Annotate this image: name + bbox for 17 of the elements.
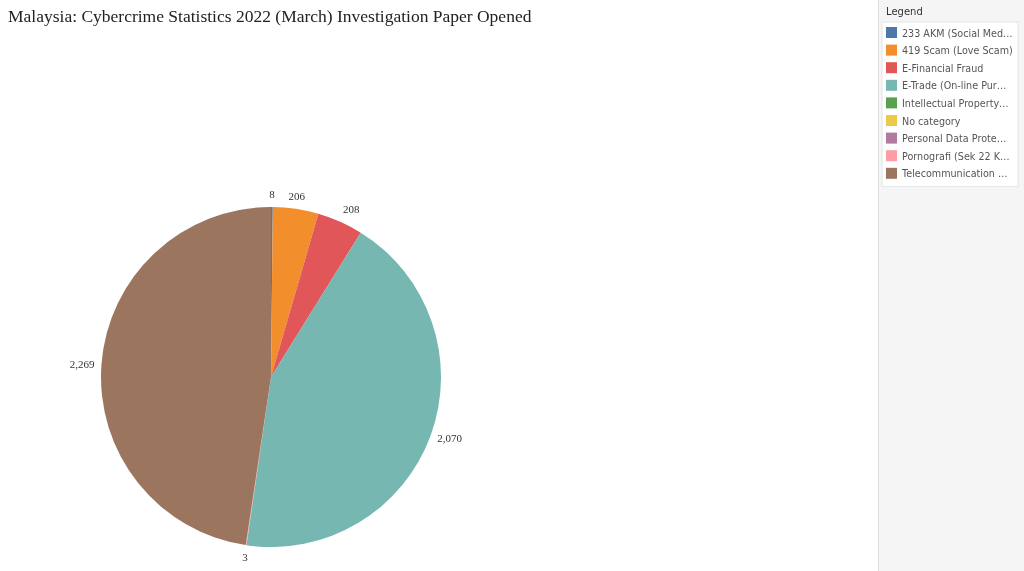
- data-label: 2,070: [437, 431, 463, 444]
- data-label: 8: [269, 187, 276, 200]
- legend-label: 419 Scam (Love Scam): [902, 45, 1013, 57]
- data-label: 208: [343, 203, 361, 216]
- legend-label: Personal Data Prote…: [902, 133, 1007, 145]
- chart-title: Malaysia: Cybercrime Statistics 2022 (March) Investigation Paper Opened: [8, 6, 532, 26]
- legend-label: E-Financial Fraud: [902, 62, 984, 74]
- legend-label: 233 AKM (Social Med…: [902, 27, 1013, 39]
- legend-label: Pornografi (Sek 22 K…: [902, 150, 1010, 162]
- data-label: 206: [288, 189, 306, 202]
- legend-label: E-Trade (On-line Pur…: [902, 80, 1007, 92]
- data-label: 2,269: [69, 357, 95, 370]
- legend-label: Intellectual Property…: [902, 97, 1009, 109]
- legend-title: Legend: [886, 6, 923, 17]
- legend-label: No category: [902, 115, 961, 127]
- legend-label: Telecommunication …: [901, 168, 1008, 180]
- data-label: 3: [242, 551, 249, 564]
